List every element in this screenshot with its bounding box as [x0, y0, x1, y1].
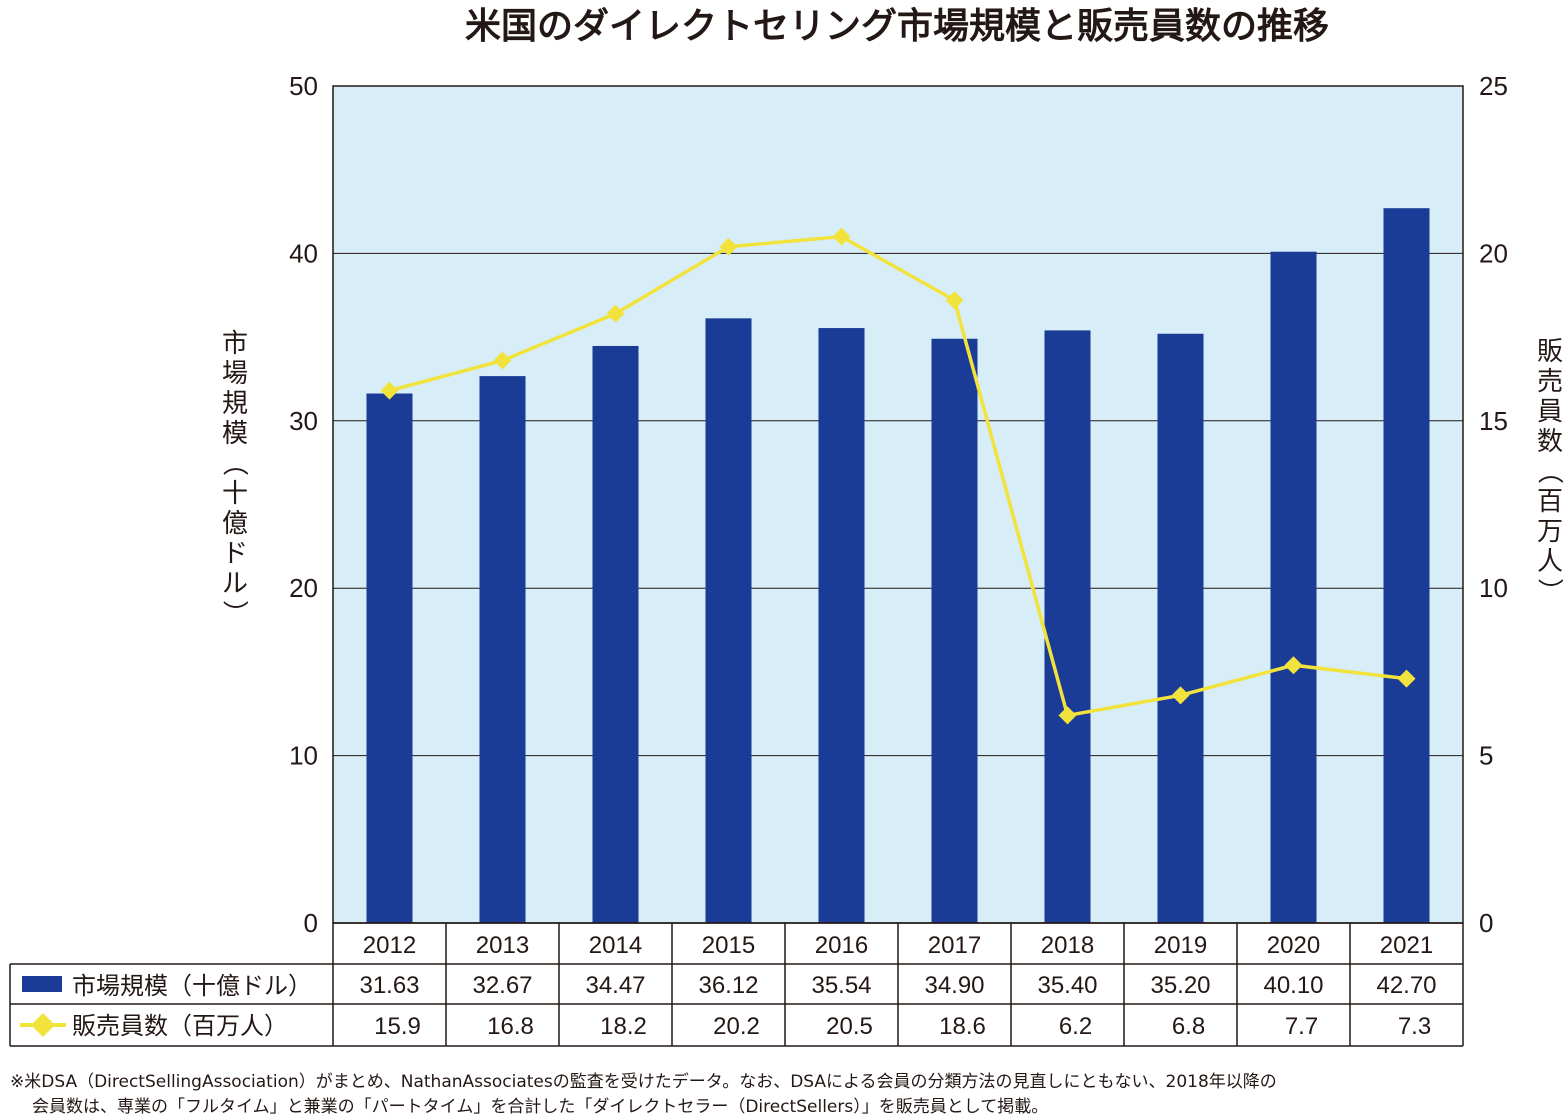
footnote-line-1: ※米DSA（DirectSellingAssociation）がまとめ、Nath…	[10, 1071, 1277, 1092]
data-label-market-size: 34.47	[585, 972, 645, 999]
bar-2020	[1270, 251, 1317, 923]
left-y-axis-label: 市場規模（ 十億ドル）	[219, 329, 249, 626]
x-tick-label-2013: 2013	[476, 932, 529, 959]
axis-label-char: 員	[1537, 397, 1563, 427]
data-label-market-size: 35.20	[1150, 972, 1210, 999]
data-label-sales-staff: 7.7	[1285, 1013, 1318, 1040]
data-label-market-size: 40.10	[1263, 972, 1323, 999]
data-table: 2012 2013 2014 2015 2016 2017 2018 2019 2020 2021…	[9, 922, 1464, 1047]
x-tick-label-2015: 2015	[702, 932, 755, 959]
line-marker-2018	[1058, 706, 1077, 725]
data-label-sales-staff: 6.8	[1172, 1013, 1205, 1040]
data-label-sales-staff: 6.2	[1059, 1013, 1092, 1040]
right-tick-label: 25	[1479, 71, 1508, 101]
plot-area	[332, 85, 1464, 924]
data-label-sales-staff: 7.3	[1398, 1013, 1431, 1040]
left-tick-label: 50	[289, 71, 318, 101]
legend-label-market-size: 市場規模（十億ドル）	[72, 972, 312, 1000]
x-tick-label-2019: 2019	[1154, 932, 1207, 959]
left-tick-label: 40	[289, 238, 318, 268]
line-marker-2021	[1397, 669, 1416, 688]
line-marker-2015	[719, 237, 738, 256]
axis-label-char: 市	[222, 329, 248, 359]
data-label-market-size: 35.40	[1037, 972, 1097, 999]
right-tick-label: 10	[1479, 573, 1508, 603]
axis-label-char: 販	[1537, 337, 1563, 367]
axis-label-char: 場	[222, 359, 248, 389]
right-tick-label: 5	[1479, 741, 1493, 771]
right-y-axis: 0 5 10 15 20 25	[1479, 71, 1508, 938]
axis-label-char: ル	[222, 569, 248, 599]
left-tick-label: 0	[304, 908, 318, 938]
line-marker-2016	[832, 227, 851, 246]
line-marker-2017	[945, 291, 964, 310]
data-label-sales-staff: 18.2	[600, 1013, 647, 1040]
bar-2017	[931, 338, 978, 923]
line-marker-2020	[1284, 656, 1303, 675]
bar-2021	[1383, 208, 1430, 923]
bar-2014	[592, 345, 639, 924]
legend-swatch-diamond	[31, 1013, 55, 1037]
right-tick-label: 0	[1479, 908, 1493, 938]
chart-title: 米国のダイレクトセリング市場規模と販売員数の推移	[465, 6, 1329, 47]
axis-label-char: 規	[222, 389, 248, 419]
x-tick-label-2021: 2021	[1380, 932, 1433, 959]
data-label-sales-staff: 18.6	[939, 1013, 986, 1040]
axis-label-char: 模	[222, 419, 248, 449]
data-label-market-size: 34.90	[924, 972, 984, 999]
bar-2016	[818, 328, 865, 923]
line-marker-2014	[606, 304, 625, 323]
line-marker-2012	[380, 381, 399, 400]
data-label-sales-staff: 15.9	[374, 1013, 421, 1040]
axis-label-char: 百	[1537, 487, 1563, 517]
left-y-axis: 0 10 20 30 40 50	[289, 71, 318, 938]
axis-label-char: （	[219, 450, 249, 476]
data-label-sales-staff: 20.5	[826, 1013, 873, 1040]
line-marker-2013	[493, 351, 512, 370]
line-marker-2019	[1171, 686, 1190, 705]
bar-2012	[366, 393, 413, 923]
x-tick-label-2018: 2018	[1041, 932, 1094, 959]
axis-label-char: ）	[219, 600, 249, 626]
left-tick-label: 10	[289, 741, 318, 771]
data-label-market-size: 31.63	[359, 972, 419, 999]
bar-2019	[1157, 333, 1204, 923]
legend-swatch-bar	[22, 976, 62, 992]
right-tick-label: 20	[1479, 238, 1508, 268]
bar-2013	[479, 376, 526, 923]
axis-label-char: ド	[222, 539, 248, 569]
axis-label-char: 数	[1537, 427, 1563, 457]
axis-label-char: 十	[222, 479, 248, 509]
left-tick-label: 20	[289, 573, 318, 603]
x-tick-label-2016: 2016	[815, 932, 868, 959]
data-label-market-size: 35.54	[811, 972, 871, 999]
footnote: ※米DSA（DirectSellingAssociation）がまとめ、Nath…	[10, 1071, 1277, 1117]
axis-label-char: 売	[1537, 367, 1563, 397]
data-label-sales-staff: 20.2	[713, 1013, 760, 1040]
axis-label-char: 人	[1537, 547, 1563, 577]
sales-staff-line	[389, 234, 1407, 718]
axis-label-char: 万	[1537, 517, 1563, 547]
right-y-axis-label: 販売員数（ 百万人）	[1534, 337, 1564, 604]
data-label-market-size: 42.70	[1376, 972, 1436, 999]
data-label-market-size: 36.12	[698, 972, 758, 999]
bar-2015	[705, 318, 752, 923]
data-label-market-size: 32.67	[472, 972, 532, 999]
right-tick-label: 15	[1479, 406, 1508, 436]
x-tick-label-2020: 2020	[1267, 932, 1320, 959]
x-tick-label-2017: 2017	[928, 932, 981, 959]
left-tick-label: 30	[289, 406, 318, 436]
x-tick-label-2014: 2014	[589, 932, 642, 959]
axis-label-char: （	[1534, 458, 1564, 484]
axis-label-char: ）	[1534, 578, 1564, 604]
axis-label-char: 億	[222, 509, 248, 539]
bar-2018	[1044, 330, 1091, 923]
footnote-line-2: 会員数は、専業の「フルタイム」と兼業の「パートタイム」を合計した「ダイレクトセラ…	[32, 1097, 1048, 1117]
legend-label-sales-staff: 販売員数（百万人）	[72, 1012, 288, 1040]
data-label-sales-staff: 16.8	[487, 1013, 534, 1040]
x-tick-label-2012: 2012	[363, 932, 416, 959]
